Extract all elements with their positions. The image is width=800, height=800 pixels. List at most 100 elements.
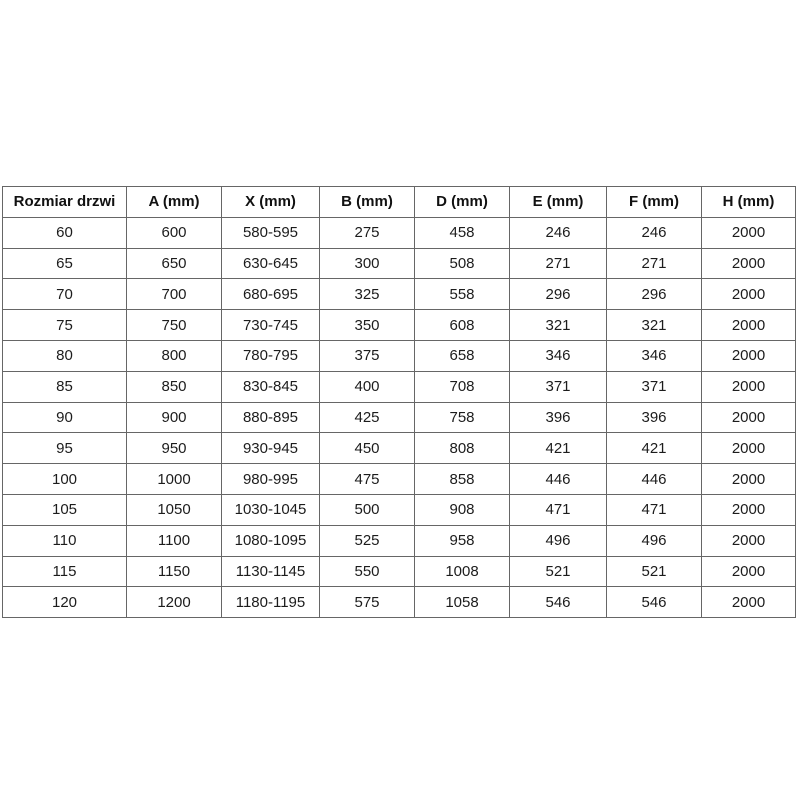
table-cell: 425 xyxy=(319,401,415,434)
table-cell: 2000 xyxy=(701,247,796,280)
table-cell: 325 xyxy=(319,278,415,311)
table-cell: 858 xyxy=(414,463,510,495)
table-cell: 1150 xyxy=(126,555,222,588)
table-cell: 908 xyxy=(414,493,510,526)
table-cell: 580-595 xyxy=(221,216,320,249)
table-cell: 550 xyxy=(319,555,415,588)
table-cell: 521 xyxy=(509,555,607,588)
door-size-table: Rozmiar drzwi A (mm) X (mm) B (mm) D (mm) E (… xyxy=(2,186,796,619)
table-cell: 1080-1095 xyxy=(221,524,320,557)
table-cell: 1200 xyxy=(126,586,222,619)
table-cell: 271 xyxy=(509,247,607,280)
table-row: 80 800 780-795 375 658 346 346 2000 xyxy=(2,339,796,372)
table-cell: 275 xyxy=(319,216,415,249)
table-cell: 521 xyxy=(606,555,702,588)
table-cell: 321 xyxy=(509,309,607,341)
table-cell: 2000 xyxy=(701,586,796,619)
table-cell: 950 xyxy=(126,432,222,465)
table-cell: 246 xyxy=(509,216,607,249)
table-cell: 350 xyxy=(319,309,415,341)
table-cell: 900 xyxy=(126,401,222,434)
table-cell: 630-645 xyxy=(221,247,320,280)
table-cell: 750 xyxy=(126,309,222,341)
table-cell: 608 xyxy=(414,309,510,341)
table-cell: 808 xyxy=(414,432,510,465)
table-cell: 508 xyxy=(414,247,510,280)
table-cell: 90 xyxy=(2,401,127,434)
table-row: 105 1050 1030-1045 500 908 471 471 2000 xyxy=(2,493,796,526)
table-cell: 658 xyxy=(414,339,510,372)
table-cell: 496 xyxy=(606,524,702,557)
table-cell: 525 xyxy=(319,524,415,557)
column-header-0: Rozmiar drzwi xyxy=(2,186,127,218)
column-header-6: F (mm) xyxy=(606,186,702,218)
table-row: 115 1150 1130-1145 550 1008 521 521 2000 xyxy=(2,555,796,588)
table-cell: 800 xyxy=(126,339,222,372)
table-cell: 300 xyxy=(319,247,415,280)
table-cell: 2000 xyxy=(701,493,796,526)
table-cell: 321 xyxy=(606,309,702,341)
table-cell: 80 xyxy=(2,339,127,372)
table-cell: 346 xyxy=(509,339,607,372)
table-cell: 2000 xyxy=(701,555,796,588)
table-row: 100 1000 980-995 475 858 446 446 2000 xyxy=(2,463,796,495)
door-size-table-container: Rozmiar drzwi A (mm) X (mm) B (mm) D (mm) E (… xyxy=(2,186,796,619)
table-cell: 500 xyxy=(319,493,415,526)
table-cell: 780-795 xyxy=(221,339,320,372)
table-row: 90 900 880-895 425 758 396 396 2000 xyxy=(2,401,796,434)
table-cell: 2000 xyxy=(701,339,796,372)
table-cell: 296 xyxy=(509,278,607,311)
table-cell: 1008 xyxy=(414,555,510,588)
table-cell: 396 xyxy=(509,401,607,434)
table-cell: 958 xyxy=(414,524,510,557)
table-cell: 375 xyxy=(319,339,415,372)
table-cell: 471 xyxy=(509,493,607,526)
table-cell: 558 xyxy=(414,278,510,311)
table-cell: 2000 xyxy=(701,432,796,465)
table-cell: 600 xyxy=(126,216,222,249)
table-cell: 450 xyxy=(319,432,415,465)
table-cell: 296 xyxy=(606,278,702,311)
table-cell: 1000 xyxy=(126,463,222,495)
table-cell: 575 xyxy=(319,586,415,619)
table-header-row: Rozmiar drzwi A (mm) X (mm) B (mm) D (mm) E (… xyxy=(2,186,796,218)
table-cell: 700 xyxy=(126,278,222,311)
table-cell: 2000 xyxy=(701,401,796,434)
table-cell: 2000 xyxy=(701,370,796,403)
table-row: 110 1100 1080-1095 525 958 496 496 2000 xyxy=(2,524,796,557)
table-cell: 446 xyxy=(606,463,702,495)
table-row: 85 850 830-845 400 708 371 371 2000 xyxy=(2,370,796,403)
table-cell: 65 xyxy=(2,247,127,280)
table-cell: 680-695 xyxy=(221,278,320,311)
table-cell: 1130-1145 xyxy=(221,555,320,588)
table-cell: 2000 xyxy=(701,524,796,557)
table-cell: 650 xyxy=(126,247,222,280)
table-cell: 850 xyxy=(126,370,222,403)
table-cell: 105 xyxy=(2,493,127,526)
table-cell: 830-845 xyxy=(221,370,320,403)
table-cell: 546 xyxy=(606,586,702,619)
table-cell: 421 xyxy=(509,432,607,465)
table-cell: 1100 xyxy=(126,524,222,557)
table-cell: 930-945 xyxy=(221,432,320,465)
table-cell: 446 xyxy=(509,463,607,495)
table-cell: 546 xyxy=(509,586,607,619)
table-cell: 1058 xyxy=(414,586,510,619)
table-cell: 346 xyxy=(606,339,702,372)
table-cell: 2000 xyxy=(701,309,796,341)
table-head: Rozmiar drzwi A (mm) X (mm) B (mm) D (mm) E (… xyxy=(2,186,796,218)
table-cell: 708 xyxy=(414,370,510,403)
column-header-3: B (mm) xyxy=(319,186,415,218)
table-cell: 60 xyxy=(2,216,127,249)
column-header-5: E (mm) xyxy=(509,186,607,218)
table-row: 65 650 630-645 300 508 271 271 2000 xyxy=(2,247,796,280)
table-row: 70 700 680-695 325 558 296 296 2000 xyxy=(2,278,796,311)
table-cell: 1180-1195 xyxy=(221,586,320,619)
table-cell: 758 xyxy=(414,401,510,434)
table-row: 95 950 930-945 450 808 421 421 2000 xyxy=(2,432,796,465)
table-body: 60 600 580-595 275 458 246 246 2000 65 650 630-645… xyxy=(2,216,796,619)
table-cell: 730-745 xyxy=(221,309,320,341)
table-cell: 496 xyxy=(509,524,607,557)
table-cell: 471 xyxy=(606,493,702,526)
